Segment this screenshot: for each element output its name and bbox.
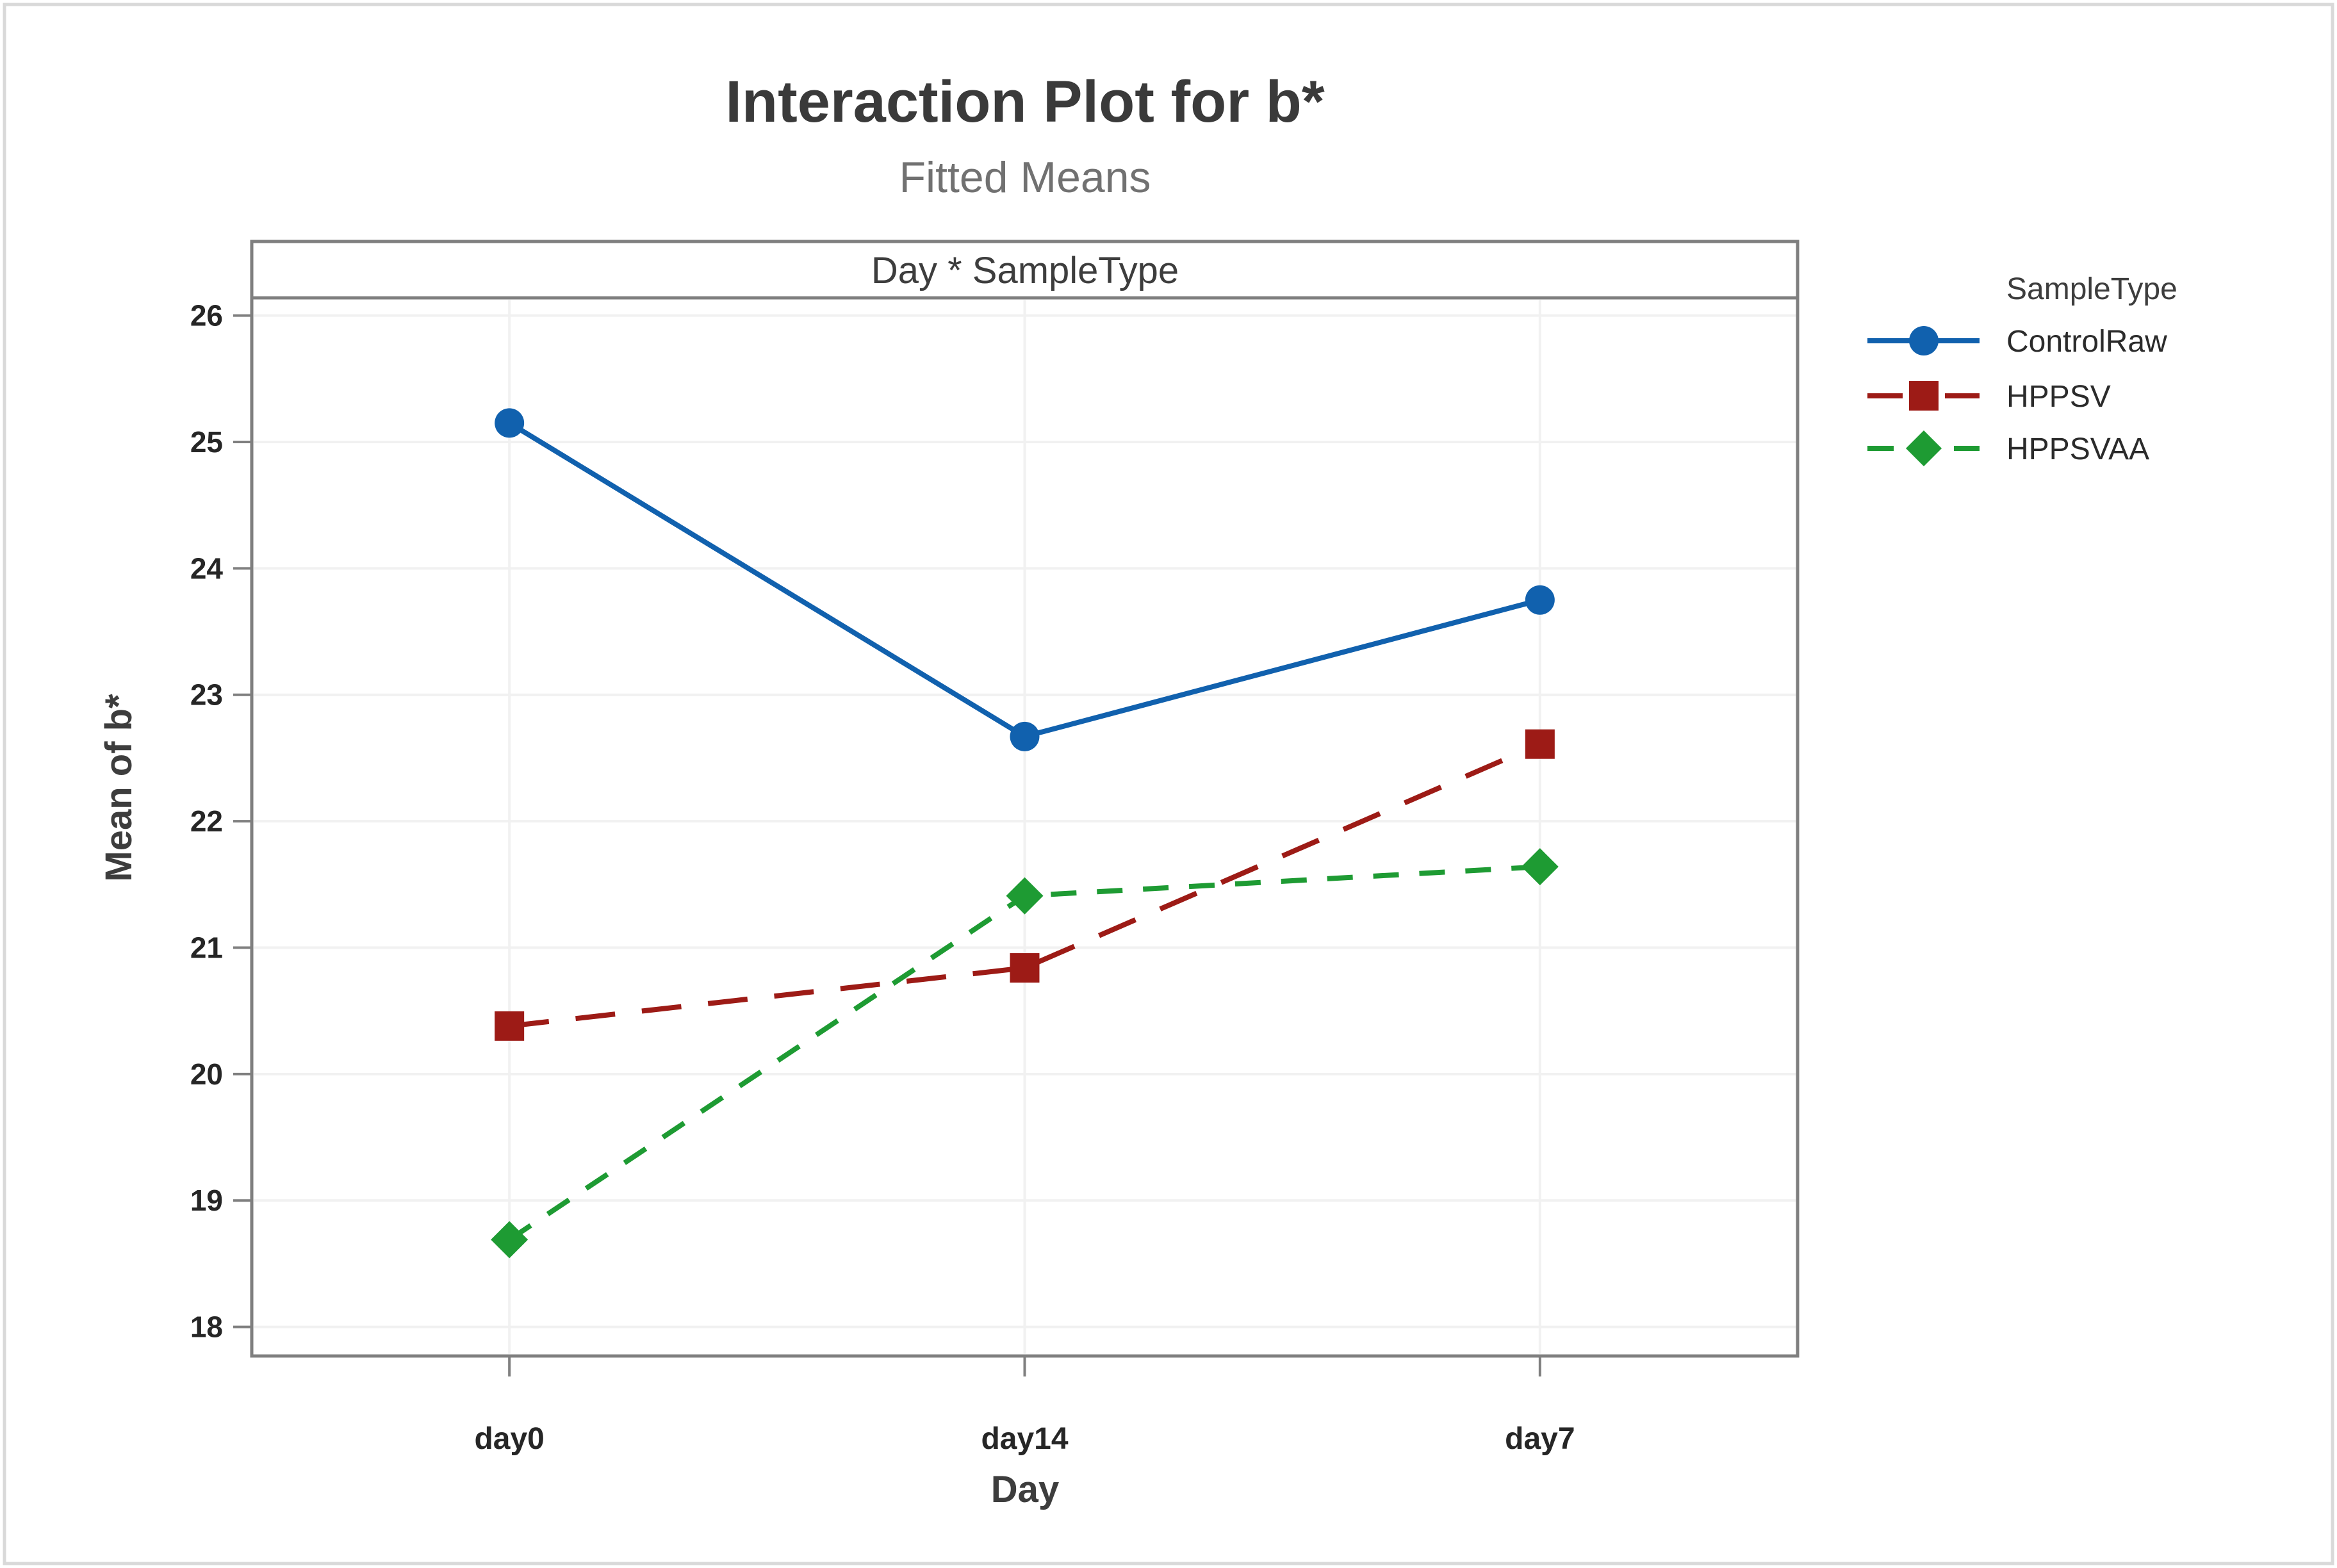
legend-square-marker-icon: [1909, 381, 1939, 411]
legend-label: HPPSVAA: [2006, 432, 2149, 466]
legend: SampleType ControlRaw HPPSV HPPSVAA: [1867, 272, 2177, 466]
legend-title: SampleType: [2006, 272, 2177, 306]
legend-circle-marker-icon: [1909, 326, 1939, 355]
data-series: [491, 408, 1559, 1259]
data-point-circle: [1010, 721, 1040, 751]
y-tick-label: 25: [190, 425, 223, 459]
data-point-square: [495, 1011, 525, 1041]
data-point-diamond: [1521, 848, 1559, 886]
plot-frame: [250, 240, 1800, 1358]
legend-label: HPPSV: [2006, 380, 2111, 414]
x-tick-labels: day0 day14 day7: [474, 1422, 1575, 1456]
series-line-hppsv: [509, 742, 1541, 1029]
y-tick-label: 21: [190, 931, 223, 964]
chart-title: Interaction Plot for b*: [725, 69, 1325, 135]
y-tick-label: 20: [190, 1058, 223, 1091]
data-point-square: [1010, 953, 1040, 983]
y-tick-label: 18: [190, 1311, 223, 1344]
x-tick-label: day0: [474, 1422, 544, 1456]
y-tick-label: 19: [190, 1184, 223, 1217]
chart-subtitle: Fitted Means: [899, 153, 1151, 202]
x-tick-label: day7: [1505, 1422, 1575, 1456]
y-tick-label: 24: [190, 551, 224, 585]
panel-header-label: Day * SampleType: [871, 250, 1179, 291]
y-tick-label: 23: [190, 678, 223, 712]
data-point-diamond: [1006, 877, 1044, 915]
x-axis-title: Day: [991, 1469, 1059, 1510]
data-point-square: [1525, 729, 1555, 759]
legend-item-hppsvaa: HPPSVAA: [1867, 430, 2149, 466]
y-axis-title: Mean of b*: [98, 694, 140, 882]
figure-border: [3, 3, 2334, 1565]
y-tick-labels: 26 25 24 23 22 21 20 19 18: [190, 299, 224, 1344]
axis-ticks: [233, 314, 1541, 1376]
legend-label: ControlRaw: [2006, 325, 2167, 359]
data-point-circle: [495, 408, 525, 438]
legend-diamond-marker-icon: [1906, 430, 1942, 466]
data-point-circle: [1525, 585, 1555, 615]
data-point-diamond: [491, 1221, 529, 1259]
y-tick-label: 22: [190, 804, 223, 838]
gridlines: [254, 300, 1796, 1354]
x-tick-label: day14: [981, 1422, 1068, 1456]
legend-item-controlraw: ControlRaw: [1867, 325, 2167, 359]
y-tick-label: 26: [190, 299, 223, 332]
legend-item-hppsv: HPPSV: [1867, 380, 2111, 414]
